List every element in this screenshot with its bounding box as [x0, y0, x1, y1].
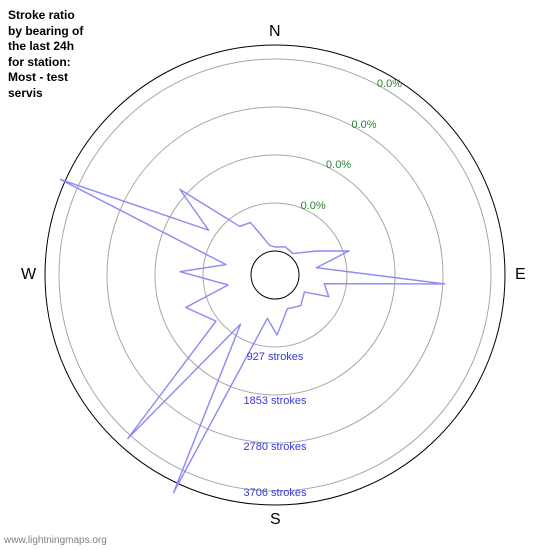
stroke-count-label: 927 strokes — [247, 351, 304, 363]
ring-label: 0.0% — [351, 119, 376, 131]
ring-label: 0.0% — [377, 78, 402, 90]
compass-south: S — [270, 511, 281, 529]
stroke-count-label: 3706 strokes — [244, 487, 307, 499]
polar-chart — [0, 0, 550, 550]
compass-west: W — [21, 266, 36, 284]
ring-label: 0.0% — [326, 159, 351, 171]
compass-north: N — [269, 23, 281, 41]
stroke-count-label: 2780 strokes — [244, 441, 307, 453]
ring-label: 0.0% — [301, 200, 326, 212]
compass-east: E — [515, 266, 526, 284]
footer-attribution: www.lightningmaps.org — [4, 535, 107, 546]
stroke-count-label: 1853 strokes — [244, 395, 307, 407]
